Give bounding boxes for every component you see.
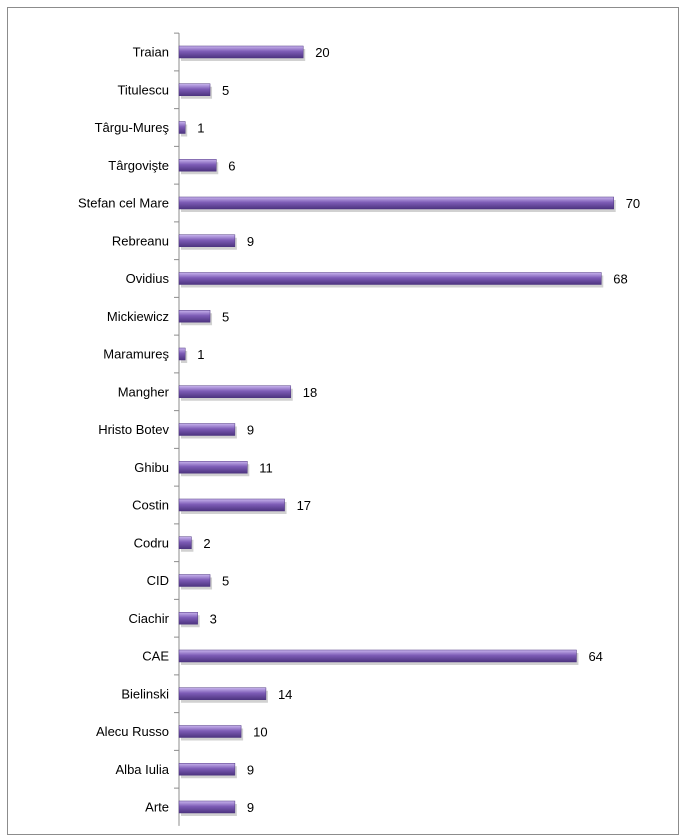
value-label: 17	[297, 498, 311, 513]
category-label: Hristo Botev	[98, 422, 169, 437]
value-label: 14	[278, 687, 292, 702]
bar	[178, 423, 236, 436]
bar	[178, 800, 236, 814]
category-axis	[174, 32, 180, 826]
bar	[178, 347, 186, 361]
bar	[178, 121, 186, 134]
value-label: 11	[259, 460, 273, 475]
category-label: Codru	[134, 535, 169, 550]
category-label: Alba Iulia	[116, 762, 170, 777]
category-label: Mangher	[118, 384, 170, 399]
value-label: 9	[247, 234, 254, 249]
bar	[178, 385, 292, 398]
value-label: 64	[588, 649, 602, 664]
category-label: Maramureş	[103, 347, 169, 362]
category-label: Bielinski	[121, 686, 169, 701]
bar	[178, 196, 614, 210]
value-labels: 20 5 1 6 70 9 68 5 1 18 9 11 17 2 5 3 64 14 10 9 9	[197, 45, 640, 815]
bar	[178, 536, 192, 549]
value-label: 1	[197, 347, 204, 362]
bar	[178, 649, 577, 663]
value-label: 18	[303, 385, 317, 400]
category-label: Traian	[133, 45, 169, 60]
bar	[178, 234, 236, 247]
category-label: Ovidius	[126, 271, 170, 286]
bar	[178, 159, 217, 172]
bars	[178, 45, 616, 816]
bar	[178, 763, 236, 776]
value-label: 6	[228, 158, 235, 173]
category-label: Mickiewicz	[107, 309, 169, 324]
value-label: 5	[222, 83, 229, 98]
bar	[178, 310, 211, 323]
bar	[178, 45, 304, 59]
category-label: CID	[147, 573, 169, 588]
bar	[178, 612, 198, 625]
category-label: Stefan cel Mare	[78, 196, 169, 211]
category-label: Alecu Russo	[96, 724, 169, 739]
category-label: Ghibu	[134, 460, 169, 475]
bar	[178, 687, 267, 700]
value-label: 68	[613, 272, 627, 287]
bar	[178, 574, 211, 587]
bar	[178, 83, 211, 96]
category-label: Rebreanu	[112, 233, 169, 248]
chart-frame	[7, 7, 679, 835]
value-label: 9	[247, 762, 254, 777]
category-label: CAE	[142, 649, 169, 664]
category-label: Titulescu	[117, 82, 169, 97]
category-label: Costin	[132, 498, 169, 513]
category-label: Arte	[145, 800, 169, 815]
value-label: 9	[247, 800, 254, 815]
category-label: Târgu-Mureş	[95, 120, 170, 135]
value-label: 2	[203, 536, 210, 551]
value-label: 20	[315, 45, 329, 60]
category-labels: Traian Titulescu Târgu-Mureş Târgovişte Stef…	[78, 45, 170, 815]
category-label: Ciachir	[129, 611, 170, 626]
value-label: 1	[197, 121, 204, 136]
bar	[178, 272, 602, 285]
value-label: 70	[626, 196, 640, 211]
value-label: 10	[253, 725, 267, 740]
value-label: 5	[222, 574, 229, 589]
bar	[178, 461, 248, 474]
category-label: Târgovişte	[108, 158, 169, 173]
value-label: 5	[222, 309, 229, 324]
value-label: 9	[247, 423, 254, 438]
value-label: 3	[210, 611, 217, 626]
bar	[178, 725, 242, 738]
bar	[178, 498, 285, 512]
